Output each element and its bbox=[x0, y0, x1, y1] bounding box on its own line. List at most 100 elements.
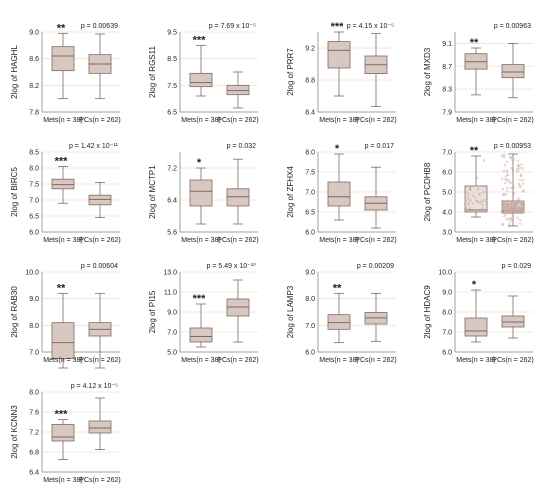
y-tick-label: 10.0 bbox=[438, 270, 452, 277]
data-point bbox=[503, 212, 506, 215]
y-tick-label: 6.5 bbox=[305, 210, 315, 217]
p-value-title: p = 4.12 x 10⁻⁵ bbox=[71, 383, 118, 390]
p-value-title: p = 1.42 x 10⁻¹¹ bbox=[69, 143, 119, 150]
data-point bbox=[509, 220, 512, 223]
significance-stars: *** bbox=[55, 155, 69, 167]
y-tick-label: 6.0 bbox=[29, 230, 39, 237]
x-category-label: PCs(n = 262) bbox=[79, 237, 120, 244]
y-axis-label: 2log of LAMP3 bbox=[286, 285, 295, 338]
data-point bbox=[520, 211, 523, 214]
box bbox=[51, 424, 75, 442]
data-point bbox=[502, 169, 505, 173]
data-point bbox=[467, 198, 471, 201]
data-point bbox=[508, 223, 511, 226]
data-point bbox=[506, 189, 509, 192]
data-point bbox=[513, 208, 517, 211]
significance-stars: ** bbox=[333, 282, 342, 294]
y-tick-label: 7.5 bbox=[305, 170, 315, 177]
data-point bbox=[505, 174, 508, 178]
x-category-label: Mets(n = 38) bbox=[43, 117, 83, 124]
y-axis-label: 2log of ZFHX4 bbox=[286, 166, 295, 218]
box bbox=[327, 314, 351, 330]
y-axis-label: 2log of RAB30 bbox=[10, 286, 19, 338]
significance-stars: ** bbox=[470, 145, 479, 157]
y-axis-label: 2log of HDAC9 bbox=[423, 285, 432, 339]
data-point bbox=[521, 167, 524, 170]
data-point bbox=[505, 160, 509, 163]
x-category-label: Mets(n = 38) bbox=[181, 357, 221, 364]
y-tick-label: 6.5 bbox=[167, 110, 177, 117]
x-category-label: PCs(n = 262) bbox=[79, 357, 120, 364]
data-point bbox=[506, 173, 510, 177]
data-point bbox=[471, 202, 475, 205]
box bbox=[226, 188, 250, 207]
data-point bbox=[508, 180, 511, 184]
data-point bbox=[504, 209, 507, 212]
significance-stars: * bbox=[335, 143, 340, 155]
data-point bbox=[504, 181, 507, 185]
data-point bbox=[501, 177, 504, 181]
data-point bbox=[522, 182, 525, 185]
y-tick-label: 9.1 bbox=[442, 41, 452, 48]
x-category-label: PCs(n = 262) bbox=[492, 357, 533, 364]
y-tick-label: 9.5 bbox=[167, 30, 177, 37]
data-point bbox=[518, 197, 521, 200]
box bbox=[51, 46, 75, 72]
x-category-label: PCs(n = 262) bbox=[217, 237, 258, 244]
data-point bbox=[501, 222, 504, 225]
significance-stars: * bbox=[197, 157, 202, 169]
data-point bbox=[479, 192, 482, 195]
x-category-label: Mets(n = 38) bbox=[456, 237, 496, 244]
data-point bbox=[517, 182, 521, 186]
data-point bbox=[522, 178, 525, 182]
y-axis-label: 2log of HAGHL bbox=[10, 45, 19, 99]
box bbox=[189, 179, 213, 207]
data-point bbox=[507, 217, 511, 221]
y-tick-label: 7.0 bbox=[29, 198, 39, 205]
data-point bbox=[512, 204, 515, 208]
y-tick-label: 8.5 bbox=[167, 56, 177, 63]
data-point bbox=[482, 159, 486, 162]
box bbox=[327, 41, 351, 69]
data-point bbox=[521, 203, 524, 206]
data-point bbox=[505, 201, 509, 204]
data-point bbox=[514, 208, 518, 211]
y-tick-label: 6.8 bbox=[29, 450, 39, 457]
y-axis-label: 2log of MCTP1 bbox=[148, 165, 157, 219]
data-point bbox=[469, 187, 472, 190]
data-point bbox=[518, 166, 521, 169]
x-category-label: Mets(n = 38) bbox=[319, 117, 359, 124]
y-tick-label: 8.0 bbox=[442, 310, 452, 317]
data-point bbox=[482, 190, 486, 194]
data-point bbox=[468, 207, 472, 210]
x-category-label: Mets(n = 38) bbox=[456, 117, 496, 124]
box bbox=[464, 317, 488, 337]
y-tick-label: 7.2 bbox=[167, 166, 177, 173]
y-tick-label: 8.0 bbox=[29, 323, 39, 330]
data-point bbox=[516, 198, 520, 201]
data-point bbox=[505, 217, 508, 221]
data-point bbox=[501, 208, 505, 211]
y-tick-label: 6.0 bbox=[442, 350, 452, 357]
data-point bbox=[517, 211, 520, 214]
y-tick-label: 6.4 bbox=[29, 470, 39, 477]
significance-stars: ** bbox=[57, 282, 66, 294]
p-value-title: p = 0.029 bbox=[502, 263, 531, 270]
data-point bbox=[519, 179, 522, 182]
x-category-label: PCs(n = 262) bbox=[217, 357, 258, 364]
box bbox=[501, 64, 525, 79]
data-point bbox=[508, 209, 511, 212]
y-tick-label: 11.0 bbox=[164, 290, 177, 297]
y-axis-label: 2log of PI15 bbox=[148, 290, 157, 333]
x-category-label: Mets(n = 38) bbox=[181, 237, 221, 244]
y-axis-label: 2log of RGS11 bbox=[148, 46, 157, 98]
p-value-title: p = 0.00639 bbox=[81, 23, 118, 30]
data-point bbox=[501, 199, 504, 203]
y-tick-label: 8.2 bbox=[29, 83, 39, 90]
x-category-label: Mets(n = 38) bbox=[43, 357, 83, 364]
data-point bbox=[481, 207, 484, 210]
data-point bbox=[519, 186, 522, 189]
data-point bbox=[476, 188, 480, 191]
y-axis-label: 2log of PCDHB8 bbox=[423, 162, 432, 221]
